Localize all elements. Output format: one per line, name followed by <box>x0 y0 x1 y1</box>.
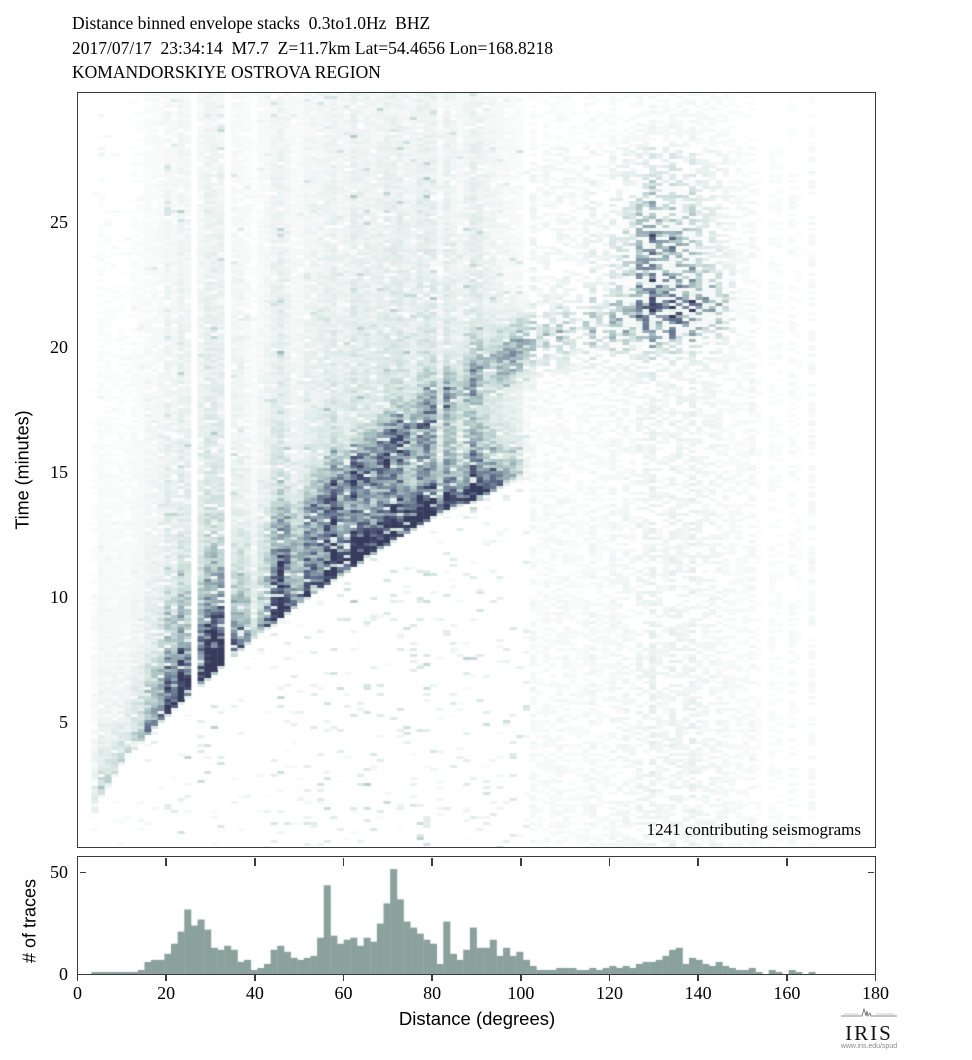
hist-top-tick <box>608 857 611 866</box>
hist-bottom-tick <box>431 974 433 981</box>
hist-top-tick <box>342 857 345 866</box>
hist-right-tick <box>867 871 874 874</box>
hist-bottom-tick <box>165 974 167 981</box>
distance-tick-label: 60 <box>334 983 353 1003</box>
region-name: KOMANDORSKIYE OSTROVA REGION <box>72 62 381 82</box>
hist-top-tick <box>254 857 256 866</box>
hist-bottom-tick <box>76 974 79 981</box>
distance-tick-label: 40 <box>245 983 264 1003</box>
distance-tick-label: 0 <box>73 983 82 1003</box>
distance-tick-label: 120 <box>596 983 623 1003</box>
trace-count-histogram <box>77 856 876 975</box>
hist-left-tick <box>79 871 86 874</box>
hist-bottom-tick <box>608 974 611 981</box>
seismogram-squiggle-icon <box>841 1007 897 1018</box>
time-tick-label: 15 <box>50 462 68 482</box>
histogram-canvas <box>78 857 875 974</box>
distance-tick-label: 20 <box>157 983 176 1003</box>
time-tick-label: 25 <box>50 212 68 232</box>
traces-tick-label: 0 <box>59 964 68 984</box>
distance-axis-label: Distance (degrees) <box>398 1008 556 1029</box>
iris-url: www.iris.edu/spud <box>840 1043 898 1050</box>
hist-top-tick <box>786 857 788 866</box>
distance-tick-label: 180 <box>862 983 889 1003</box>
iris-logo-text: IRIS <box>845 1021 893 1045</box>
figure-title: Distance binned envelope stacks 0.3to1.0… <box>72 13 431 33</box>
distance-tick-label: 140 <box>684 983 712 1003</box>
contributing-seismograms-label: 1241 contributing seismograms <box>646 820 861 839</box>
hist-top-tick <box>520 857 522 866</box>
distance-tick-label: 160 <box>773 983 801 1003</box>
distance-tick-label: 100 <box>507 983 535 1003</box>
hist-bottom-tick <box>697 974 699 981</box>
time-tick-label: 5 <box>59 712 68 732</box>
time-tick-label: 10 <box>50 587 68 607</box>
hist-bottom-tick <box>874 974 877 981</box>
traces-axis-label: # of traces <box>19 878 40 964</box>
traces-tick-label: 50 <box>50 862 68 883</box>
hist-top-tick <box>165 857 167 866</box>
iris-logo: IRIS www.iris.edu/spud <box>836 1005 902 1051</box>
title-block: Distance binned envelope stacks 0.3to1.0… <box>72 11 553 85</box>
hist-bottom-tick <box>520 974 522 981</box>
distance-tick-label: 80 <box>423 983 442 1003</box>
time-tick-label: 20 <box>50 337 68 357</box>
hist-bottom-tick <box>786 974 788 981</box>
hist-bottom-tick <box>254 974 256 981</box>
density-heatmap-canvas <box>78 93 875 847</box>
event-info: 2017/07/17 23:34:14 M7.7 Z=11.7km Lat=54… <box>72 37 554 58</box>
hist-bottom-tick <box>342 974 345 981</box>
hist-top-tick <box>697 857 699 866</box>
hist-top-tick <box>431 857 433 866</box>
envelope-stack-heatmap: 1241 contributing seismograms <box>77 92 876 848</box>
